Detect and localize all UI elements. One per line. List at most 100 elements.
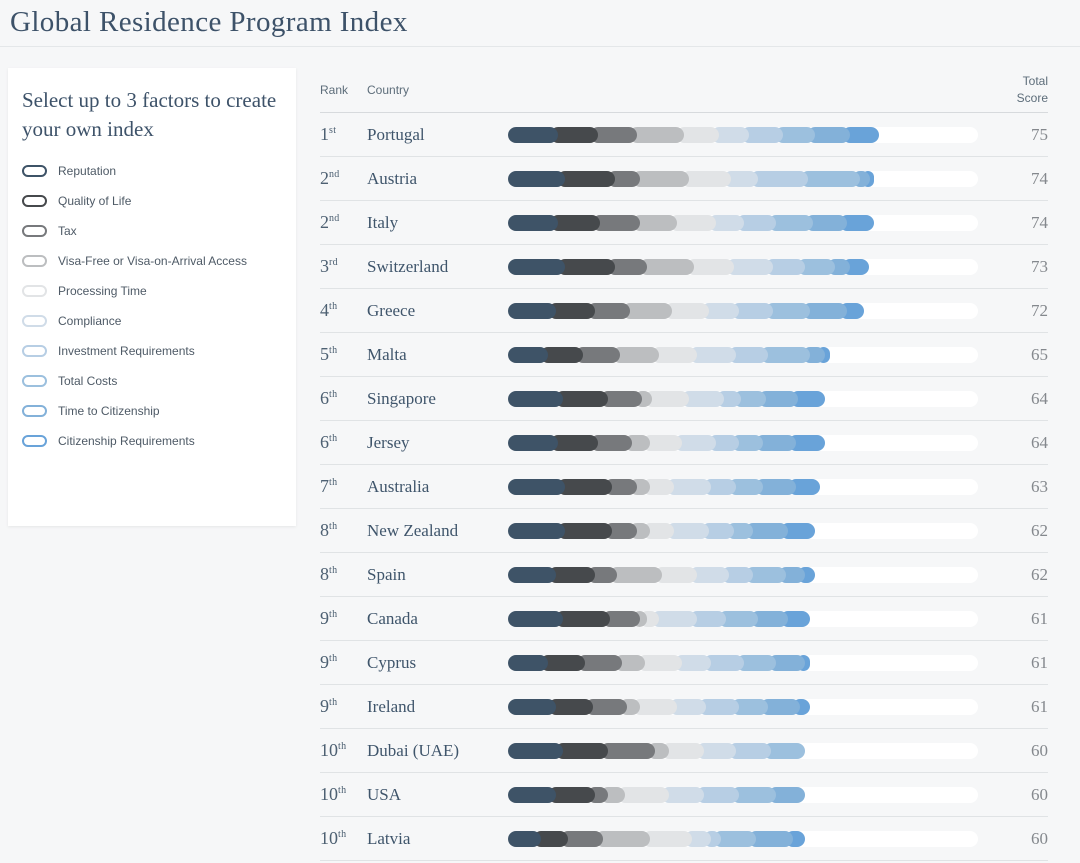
- bar-segment: [790, 390, 825, 407]
- bar-segment: [611, 346, 660, 363]
- rank-cell: 2nd: [320, 168, 340, 188]
- factor-toggle-pill[interactable]: [22, 254, 47, 267]
- table-row: 10th Latvia 60: [320, 817, 1048, 861]
- bar-segment: [592, 214, 640, 231]
- country-name: Ireland: [367, 696, 416, 716]
- rank-ordinal-suffix: th: [329, 697, 338, 708]
- bar-segment: [841, 126, 880, 143]
- bar-segment: [508, 390, 563, 407]
- factor-toggle-pill[interactable]: [22, 374, 47, 387]
- country-name: New Zealand: [367, 520, 459, 540]
- bar-segment: [740, 126, 784, 143]
- rank-cell: 6th: [320, 388, 338, 408]
- factor-toggle-item[interactable]: Time to Citizenship: [22, 404, 278, 418]
- bar-segment: [688, 566, 729, 583]
- factor-toggle-item[interactable]: Investment Requirements: [22, 344, 278, 358]
- rank-cell: 3rd: [320, 256, 338, 276]
- country-name: Portugal: [367, 124, 425, 144]
- rank-cell: 6th: [320, 432, 338, 452]
- total-score-value: 61: [1031, 608, 1048, 628]
- bar-segment: [508, 830, 541, 847]
- factor-toggle-pill[interactable]: [22, 284, 47, 297]
- factor-toggle-item[interactable]: Quality of Life: [22, 194, 278, 208]
- bar-segment: [767, 654, 806, 671]
- total-score-value: 74: [1031, 212, 1048, 232]
- bar-segment: [735, 654, 776, 671]
- score-bar-cell: [508, 786, 978, 803]
- country-name: Austria: [367, 168, 418, 188]
- bar-segment: [589, 434, 633, 451]
- rank-ordinal-suffix: th: [338, 741, 347, 752]
- total-score-value: 60: [1031, 740, 1048, 760]
- bar-segment: [708, 214, 744, 231]
- total-score-value: 60: [1031, 828, 1048, 848]
- score-bar-cell: [508, 478, 978, 495]
- factor-toggle-item[interactable]: Compliance: [22, 314, 278, 328]
- bar-segment: [750, 170, 808, 187]
- factor-toggle-item[interactable]: Reputation: [22, 164, 278, 178]
- bar-segment: [735, 214, 776, 231]
- table-row: 6th Jersey 64: [320, 421, 1048, 465]
- bar-segment: [508, 742, 563, 759]
- bar-segment: [718, 610, 759, 627]
- bar-segment: [767, 786, 805, 803]
- factor-toggle-item[interactable]: Tax: [22, 224, 278, 238]
- bar-segment: [681, 170, 732, 187]
- factor-toggle-item[interactable]: Processing Time: [22, 284, 278, 298]
- factor-toggle-pill[interactable]: [22, 194, 47, 207]
- bar-segment: [606, 170, 640, 187]
- score-bar-cell: [508, 742, 978, 759]
- score-bar-track: [508, 654, 978, 671]
- bar-segment: [644, 390, 690, 407]
- bar-segment: [547, 302, 596, 319]
- bar-segment: [730, 434, 764, 451]
- rank-ordinal-suffix: th: [338, 829, 347, 840]
- score-bar-track: [508, 522, 978, 539]
- factor-toggle-pill[interactable]: [22, 404, 47, 417]
- bar-segment: [641, 830, 692, 847]
- bar-segment: [681, 390, 724, 407]
- rank-cell: 8th: [320, 520, 338, 540]
- bar-segment: [661, 786, 704, 803]
- table-row: 8th Spain 62: [320, 553, 1048, 597]
- bar-segment: [757, 390, 798, 407]
- factor-toggle-item[interactable]: Total Costs: [22, 374, 278, 388]
- bar-segment: [703, 654, 744, 671]
- factor-toggle-pill[interactable]: [22, 434, 47, 447]
- factor-toggle-item[interactable]: Visa-Free or Visa-on-Arrival Access: [22, 254, 278, 268]
- bar-segment: [730, 302, 774, 319]
- rank-cell: 4th: [320, 300, 338, 320]
- country-name: Latvia: [367, 828, 411, 848]
- rank-ordinal-suffix: th: [329, 565, 338, 576]
- bar-segment: [540, 654, 586, 671]
- factor-toggle-item[interactable]: Citizenship Requirements: [22, 434, 278, 448]
- rank-cell: 9th: [320, 696, 338, 716]
- bar-segment: [559, 830, 603, 847]
- bar-segment: [696, 742, 737, 759]
- rank-cell: 9th: [320, 608, 338, 628]
- country-name: Canada: [367, 608, 418, 628]
- bar-segment: [639, 258, 695, 275]
- rank-ordinal-suffix: nd: [329, 213, 340, 224]
- factor-toggle-pill[interactable]: [22, 314, 47, 327]
- bar-segment: [508, 522, 566, 539]
- country-name: Jersey: [367, 432, 410, 452]
- country-name: Spain: [367, 564, 406, 584]
- factor-toggle-pill[interactable]: [22, 344, 47, 357]
- bar-segment: [733, 390, 766, 407]
- bar-segment: [728, 478, 764, 495]
- table-row: 2nd Austria 74: [320, 157, 1048, 201]
- bar-segment: [760, 698, 801, 715]
- bar-segment: [807, 126, 850, 143]
- factor-toggle-pill[interactable]: [22, 164, 47, 177]
- total-score-value: 72: [1031, 300, 1048, 320]
- total-score-value: 64: [1031, 432, 1048, 452]
- bar-segment: [750, 610, 789, 627]
- country-name: Cyprus: [367, 652, 417, 672]
- score-bar-cell: [508, 654, 978, 671]
- bar-segment: [508, 170, 566, 187]
- table-row: 6th Singapore 64: [320, 377, 1048, 421]
- factor-toggle-pill[interactable]: [22, 224, 47, 237]
- bar-segment: [673, 654, 712, 671]
- rank-ordinal-suffix: th: [338, 785, 347, 796]
